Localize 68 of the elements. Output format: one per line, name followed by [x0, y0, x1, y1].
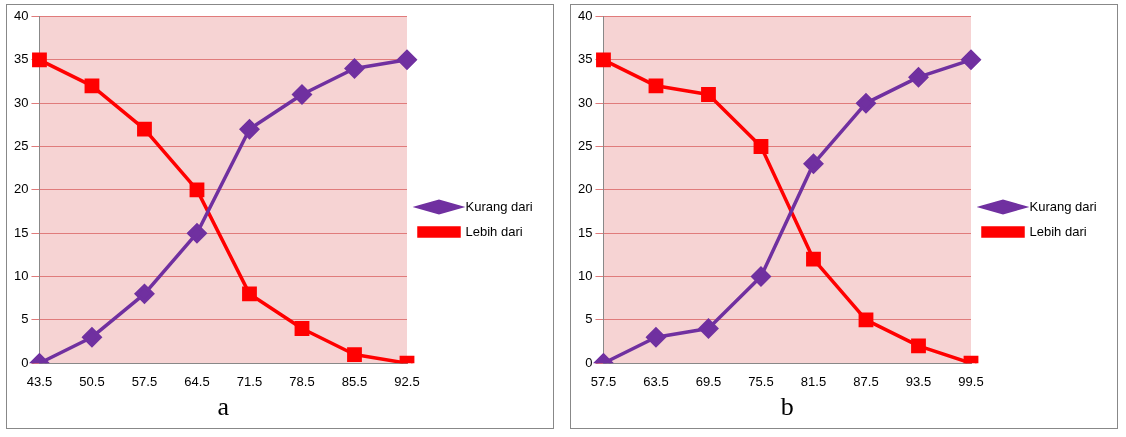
x-tick-label: 93.5 [905, 373, 932, 389]
x-tick-label: 85.5 [341, 373, 368, 389]
point [596, 52, 611, 68]
point [806, 251, 821, 267]
point [242, 286, 257, 302]
legend-label: Kurang dari [1029, 198, 1097, 214]
legend-label: Kurang dari [465, 198, 533, 214]
legend-label: Lebih dari [1029, 223, 1087, 239]
point [137, 121, 152, 137]
y-tick-label: 20 [577, 181, 593, 197]
point [189, 182, 205, 198]
point [911, 338, 926, 354]
point [961, 50, 981, 70]
y-tick-label: 25 [13, 138, 29, 154]
y-tick-label: 30 [577, 94, 593, 110]
point [701, 87, 716, 102]
x-axis-title: a [217, 392, 230, 422]
x-tick-label: 71.5 [236, 373, 263, 389]
point [856, 93, 876, 113]
x-tick-label: 92.5 [394, 373, 420, 389]
x-tick-label: 81.5 [800, 373, 827, 389]
y-tick-label: 40 [13, 8, 29, 24]
point [239, 119, 260, 139]
y-tick-label: 15 [13, 224, 29, 240]
point [347, 347, 362, 362]
x-tick-label: 50.5 [79, 373, 105, 389]
point [751, 266, 771, 287]
y-tick-label: 5 [585, 311, 593, 327]
y-tick-label: 5 [21, 311, 29, 327]
x-tick-label: 63.5 [643, 373, 669, 389]
y-tick-label: 0 [585, 354, 593, 370]
y-tick-label: 35 [13, 51, 29, 67]
point [908, 67, 929, 87]
point [858, 312, 874, 328]
x-tick-label: 64.5 [184, 373, 210, 389]
x-tick-label: 57.5 [590, 373, 617, 389]
point [753, 139, 769, 154]
y-tick-label: 10 [13, 268, 29, 284]
x-tick-label: 69.5 [695, 373, 722, 389]
point [82, 327, 102, 347]
point [32, 52, 47, 68]
y-tick-label: 25 [577, 138, 593, 154]
y-tick-label: 10 [577, 268, 593, 284]
y-tick-label: 20 [13, 181, 29, 197]
y-tick-label: 30 [13, 94, 29, 110]
x-tick-label: 57.5 [131, 373, 158, 389]
y-tick-label: 0 [21, 354, 29, 370]
point [84, 78, 100, 94]
x-tick-label: 87.5 [853, 373, 879, 389]
point [698, 318, 719, 339]
point [134, 284, 155, 304]
x-tick-label: 99.5 [958, 373, 984, 389]
point [646, 327, 666, 347]
x-tick-label: 75.5 [748, 373, 774, 389]
point [648, 78, 664, 94]
point [187, 223, 207, 243]
y-tick-label: 40 [577, 8, 593, 24]
point [344, 58, 365, 79]
y-tick-label: 15 [577, 224, 593, 240]
x-tick-label: 43.5 [26, 373, 53, 389]
legend-label: Lebih dari [465, 223, 523, 239]
point [803, 154, 824, 174]
y-tick-label: 35 [577, 51, 593, 67]
x-axis-title: b [780, 392, 794, 422]
point [292, 84, 312, 105]
point [294, 321, 310, 336]
point [397, 50, 417, 70]
x-tick-label: 78.5 [289, 373, 315, 389]
